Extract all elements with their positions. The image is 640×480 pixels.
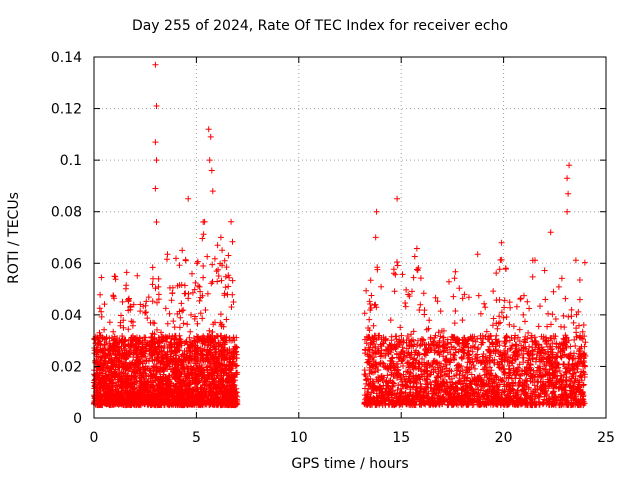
x-tick-label: 5 (192, 430, 201, 446)
y-tick-label: 0 (73, 411, 82, 427)
chart-title: Day 255 of 2024, Rate Of TEC Index for r… (131, 18, 509, 34)
y-tick-label: 0.12 (51, 102, 82, 118)
y-tick-label: 0.02 (51, 359, 82, 375)
x-tick-label: 20 (495, 430, 513, 446)
y-tick-label: 0.08 (51, 205, 82, 221)
plot-frame (93, 56, 607, 419)
data-points (91, 61, 589, 409)
x-tick-label: 15 (392, 430, 410, 446)
y-tick-label: 0.06 (51, 256, 82, 272)
axis-ticks: 0 5 10 15 20 25 0 0.02 0.04 0.06 0.08 0.1 0.12 0.14 (51, 50, 615, 446)
x-tick-label: 0 (90, 430, 99, 446)
y-tick-label: 0.14 (51, 50, 82, 66)
x-axis-label: GPS time / hours (291, 456, 409, 472)
y-tick-label: 0.1 (60, 153, 82, 169)
y-tick-label: 0.04 (51, 308, 82, 324)
x-tick-label: 10 (290, 430, 308, 446)
data-point-markers (91, 61, 589, 409)
x-tick-label: 25 (597, 430, 615, 446)
